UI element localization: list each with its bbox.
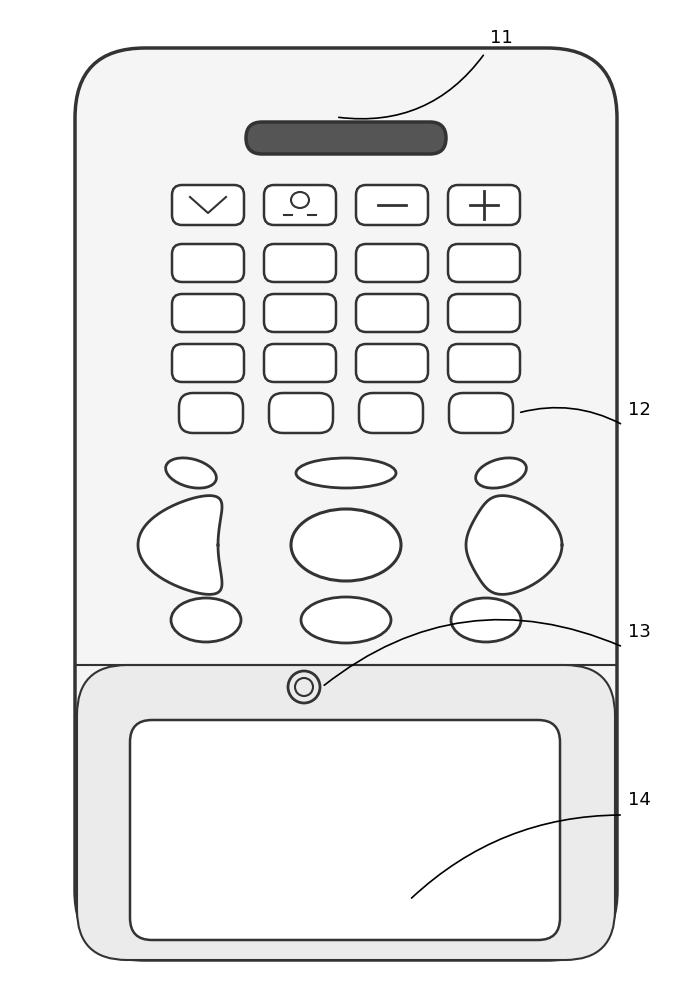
Text: 13: 13 bbox=[628, 623, 651, 641]
FancyBboxPatch shape bbox=[130, 720, 560, 940]
FancyBboxPatch shape bbox=[356, 344, 428, 382]
FancyBboxPatch shape bbox=[264, 244, 336, 282]
FancyBboxPatch shape bbox=[448, 344, 520, 382]
Ellipse shape bbox=[301, 597, 391, 643]
FancyBboxPatch shape bbox=[172, 244, 244, 282]
FancyBboxPatch shape bbox=[179, 393, 243, 433]
FancyBboxPatch shape bbox=[246, 122, 446, 154]
FancyBboxPatch shape bbox=[75, 48, 617, 960]
FancyBboxPatch shape bbox=[264, 344, 336, 382]
Ellipse shape bbox=[165, 458, 217, 488]
FancyBboxPatch shape bbox=[269, 393, 333, 433]
FancyBboxPatch shape bbox=[448, 185, 520, 225]
Text: 14: 14 bbox=[628, 791, 651, 809]
FancyBboxPatch shape bbox=[264, 294, 336, 332]
FancyBboxPatch shape bbox=[77, 665, 615, 960]
Text: 11: 11 bbox=[490, 29, 513, 47]
FancyBboxPatch shape bbox=[356, 185, 428, 225]
Polygon shape bbox=[466, 496, 562, 594]
FancyBboxPatch shape bbox=[448, 244, 520, 282]
Ellipse shape bbox=[291, 192, 309, 208]
Ellipse shape bbox=[475, 458, 527, 488]
FancyBboxPatch shape bbox=[264, 185, 336, 225]
Text: 12: 12 bbox=[628, 401, 651, 419]
FancyBboxPatch shape bbox=[449, 393, 513, 433]
FancyBboxPatch shape bbox=[356, 244, 428, 282]
Ellipse shape bbox=[291, 509, 401, 581]
FancyBboxPatch shape bbox=[356, 294, 428, 332]
FancyBboxPatch shape bbox=[448, 294, 520, 332]
FancyBboxPatch shape bbox=[172, 344, 244, 382]
Ellipse shape bbox=[296, 458, 396, 488]
FancyBboxPatch shape bbox=[172, 185, 244, 225]
FancyBboxPatch shape bbox=[172, 294, 244, 332]
FancyBboxPatch shape bbox=[359, 393, 423, 433]
Ellipse shape bbox=[451, 598, 521, 642]
Polygon shape bbox=[138, 496, 222, 594]
Ellipse shape bbox=[171, 598, 241, 642]
